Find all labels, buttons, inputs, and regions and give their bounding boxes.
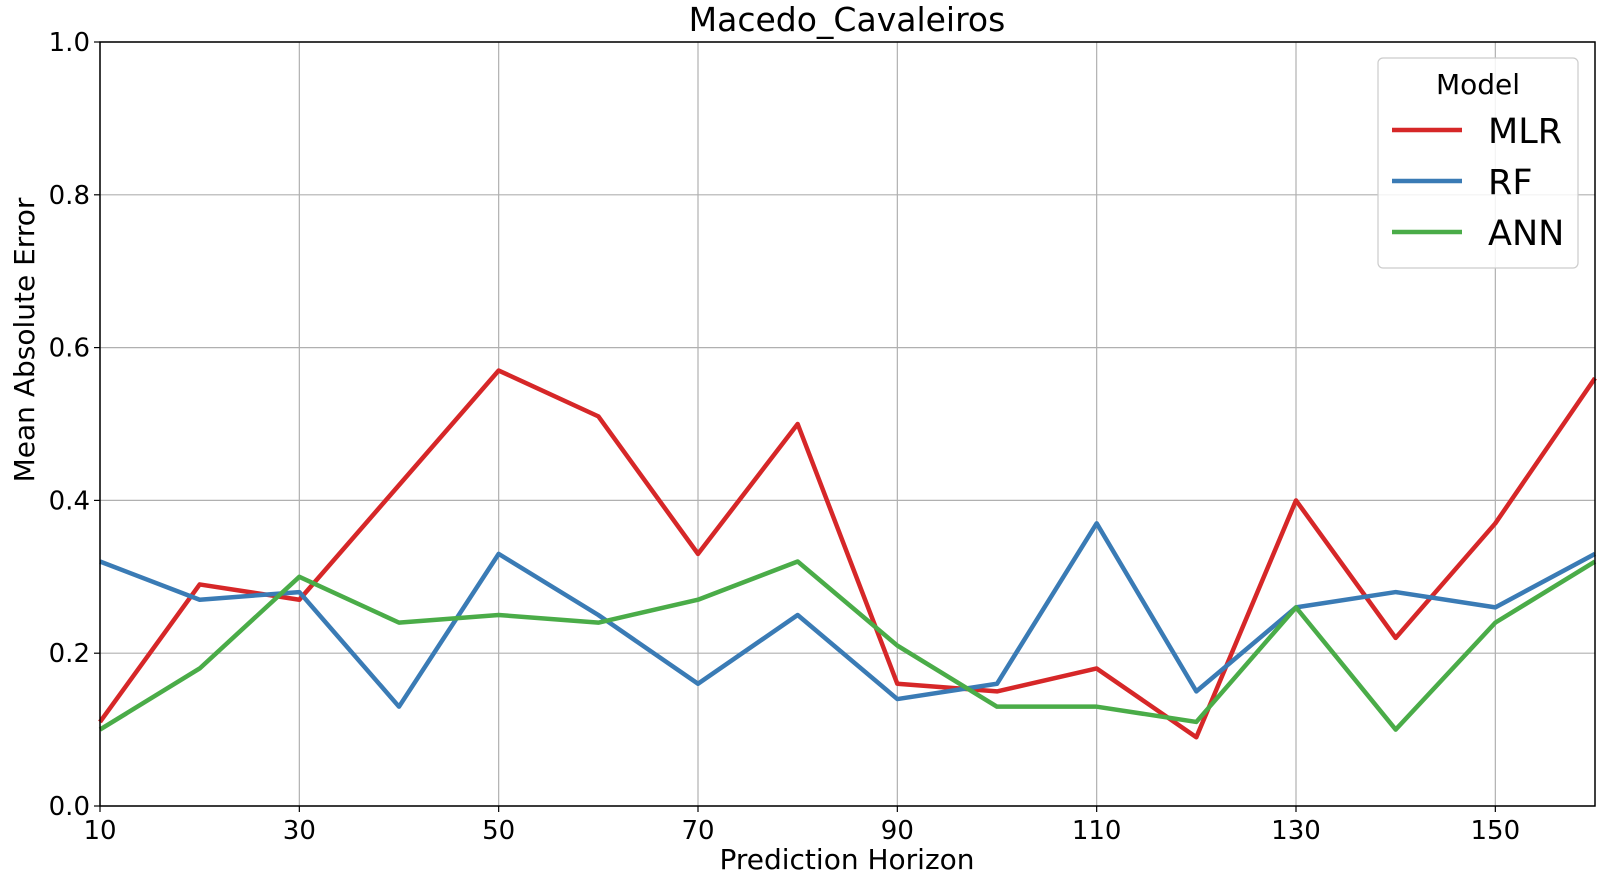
x-tick-label: 150	[1471, 816, 1521, 846]
x-tick-label: 90	[881, 816, 914, 846]
x-tick-label: 10	[83, 816, 116, 846]
legend-label-mlr: MLR	[1488, 112, 1562, 152]
series-line-rf	[99, 521, 1597, 709]
x-axis-label: Prediction Horizon	[719, 843, 974, 876]
legend: Model MLR RF ANN	[1377, 57, 1579, 269]
y-tick-label: 0.6	[49, 334, 90, 364]
legend-entries: MLR RF ANN	[1392, 112, 1564, 254]
y-axis-ticks: 0.0 0.2 0.4 0.6 0.8 1.0	[49, 28, 100, 822]
series-line-mlr	[98, 368, 1597, 740]
x-axis-ticks: 10 30 50 70 90 110 130 150	[83, 806, 1520, 846]
y-tick-label: 0.8	[49, 181, 90, 211]
x-tick-label: 130	[1271, 816, 1321, 846]
x-tick-label: 70	[681, 816, 714, 846]
y-axis-label: Mean Absolute Error	[8, 197, 41, 482]
chart-title: Macedo_Cavaleiros	[689, 0, 1006, 39]
grid	[99, 41, 1595, 807]
y-tick-label: 0.2	[49, 639, 90, 669]
series-lines	[98, 368, 1597, 740]
legend-box	[1377, 57, 1579, 269]
x-tick-label: 30	[283, 816, 316, 846]
legend-label-ann: ANN	[1488, 214, 1564, 254]
y-tick-label: 1.0	[49, 28, 90, 58]
x-tick-label: 50	[482, 816, 515, 846]
y-tick-label: 0.4	[49, 486, 90, 516]
y-tick-label: 0.0	[49, 792, 90, 822]
x-tick-label: 110	[1072, 816, 1122, 846]
legend-title: Model	[1436, 68, 1520, 101]
legend-label-rf: RF	[1488, 163, 1532, 203]
series-line-ann	[98, 559, 1597, 732]
plot-frame	[99, 41, 1596, 807]
